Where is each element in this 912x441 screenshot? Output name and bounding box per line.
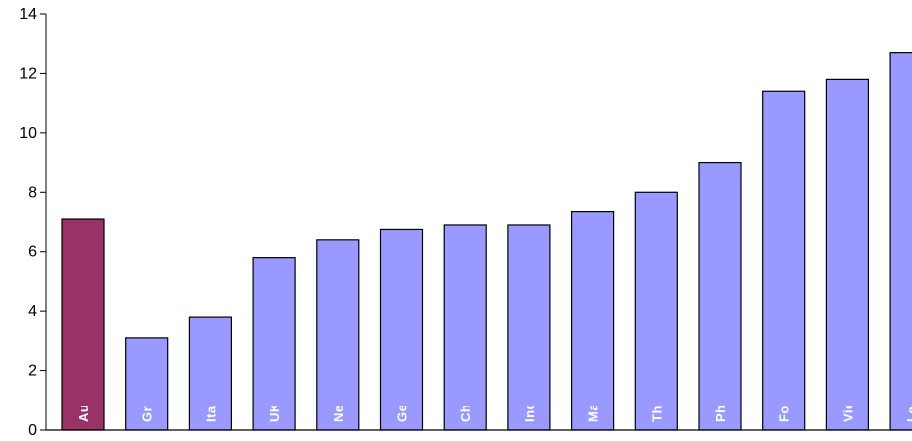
bar-viet-nam xyxy=(825,78,870,431)
bar-label: UK & Ireland xyxy=(267,338,282,422)
bar-germany xyxy=(379,228,424,431)
bar-label: New Zealand xyxy=(331,337,346,422)
bar-label: Greece* xyxy=(140,369,155,422)
y-tick-label: 12 xyxy=(19,65,37,82)
bar-australia xyxy=(61,218,105,431)
bar-the-americas xyxy=(634,191,678,431)
y-tick-label: 6 xyxy=(28,244,37,261)
bar-labels: Australia Greece* Italy* UK & Ireland New Ze… xyxy=(76,297,912,422)
bar-new-zealand xyxy=(316,239,360,431)
bar-philippines xyxy=(698,161,742,431)
bars xyxy=(61,52,912,431)
bar-india xyxy=(507,224,551,431)
bar-label: China xyxy=(458,383,473,422)
bar-china xyxy=(443,224,487,431)
bar-label: Former Yugoslavia xyxy=(777,297,792,422)
bar-label: Germany* xyxy=(395,356,410,422)
bar-label: Lebanon xyxy=(904,364,912,422)
bar-label: The Americas xyxy=(649,331,664,422)
bar-label: Viet Nam xyxy=(840,363,855,422)
y-tick-label: 4 xyxy=(28,303,37,320)
y-tick-label: 14 xyxy=(19,6,37,23)
bar-label: India xyxy=(522,389,537,422)
bar-malaysia xyxy=(570,211,615,431)
bar-label: Italy* xyxy=(203,387,218,422)
y-tick-label: 2 xyxy=(28,363,37,380)
bar-label: Philippines xyxy=(713,347,728,422)
y-axis: 0 2 4 6 8 10 12 14 xyxy=(19,6,47,439)
bar-uk-ireland xyxy=(252,257,296,431)
y-tick-label: 8 xyxy=(28,184,37,201)
y-tick-label: 0 xyxy=(28,422,37,439)
bar-label: Malaysia* xyxy=(586,358,601,422)
bar-former-yugoslavia xyxy=(762,90,806,431)
y-tick-label: 10 xyxy=(19,125,37,142)
bar-lebanon xyxy=(889,52,912,431)
bar-greece xyxy=(125,337,169,431)
bar-label: Australia xyxy=(76,362,91,422)
